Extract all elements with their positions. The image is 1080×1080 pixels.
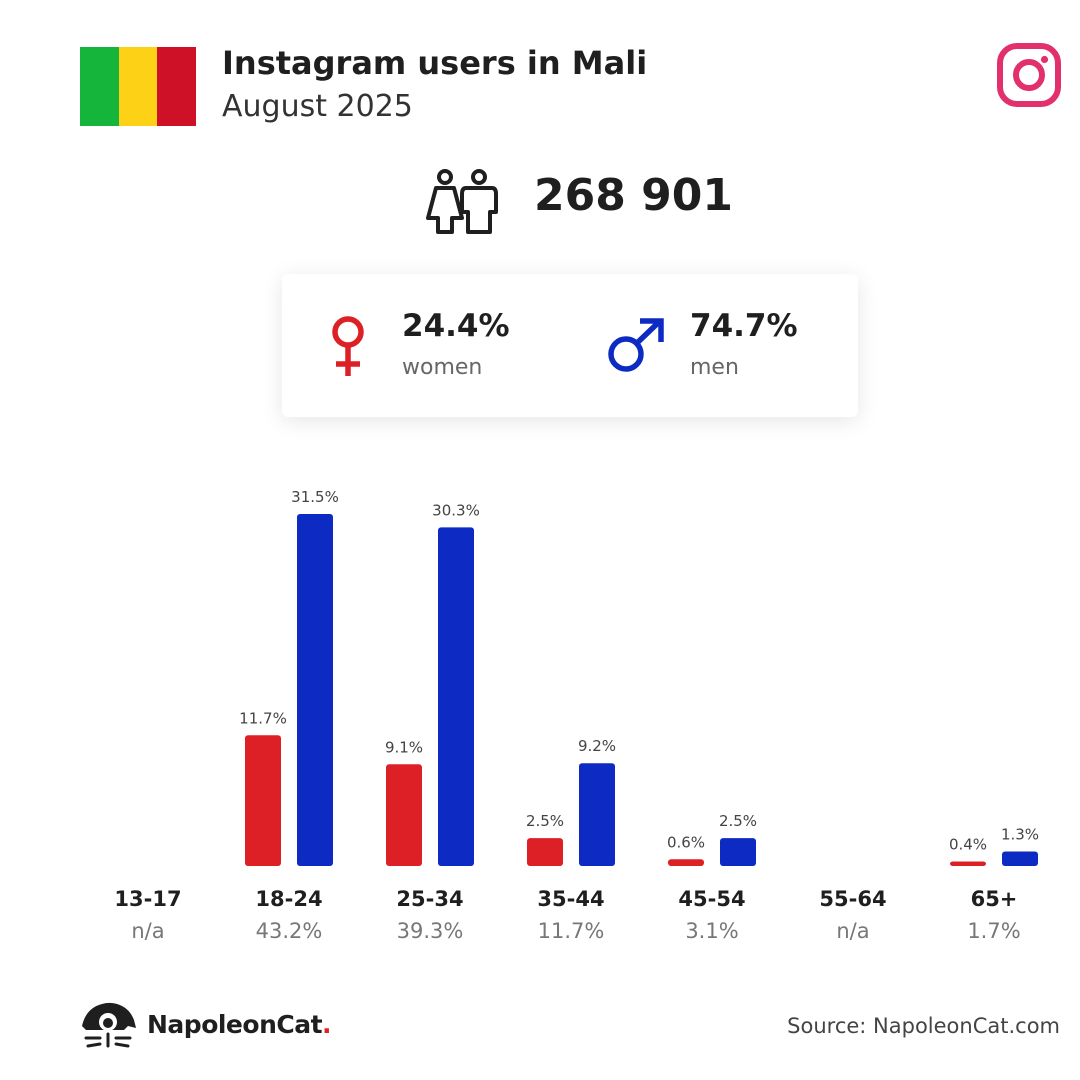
bar-label-women-25-34: 9.1% — [385, 738, 423, 756]
page-subtitle: August 2025 — [222, 89, 413, 124]
bar-women-25-34 — [386, 764, 422, 866]
women-percentage: 24.4% — [402, 308, 510, 344]
bar-men-45-54 — [720, 838, 756, 866]
bar-men-25-34 — [438, 527, 474, 866]
age-group-label-55-64: 55-64 — [819, 887, 886, 911]
age-group-total-55-64: n/a — [836, 919, 869, 943]
gender-card — [282, 274, 858, 417]
bar-women-18-24 — [245, 735, 281, 866]
bar-women-65+ — [950, 861, 986, 866]
people-icon — [426, 169, 498, 234]
bar-women-35-44 — [527, 838, 563, 866]
age-group-label-45-54: 45-54 — [678, 887, 745, 911]
bar-label-women-45-54: 0.6% — [667, 833, 705, 851]
bar-men-65+ — [1002, 851, 1038, 866]
men-percentage: 74.7% — [690, 308, 798, 344]
male-symbol-icon — [608, 318, 664, 372]
flag-stripe-red — [157, 47, 197, 126]
women-label: women — [402, 355, 483, 380]
age-gender-bar-chart: 13-17 n/a 11.7% 31.5% 18-24 43.2% 9.1% 30.3% 25-… — [114, 488, 1039, 943]
bar-label-men-45-54: 2.5% — [719, 812, 757, 830]
bar-label-women-18-24: 11.7% — [239, 709, 287, 727]
source-text: Source: NapoleonCat.com — [787, 1014, 1060, 1038]
age-group-label-25-34: 25-34 — [396, 887, 463, 911]
bar-label-men-25-34: 30.3% — [432, 501, 480, 519]
bar-men-35-44 — [579, 763, 615, 866]
age-group-total-13-17: n/a — [131, 919, 164, 943]
female-symbol-icon — [332, 316, 364, 376]
bar-label-women-35-44: 2.5% — [526, 812, 564, 830]
age-group-total-35-44: 11.7% — [538, 919, 605, 943]
age-group-total-25-34: 39.3% — [397, 919, 464, 943]
mali-flag — [80, 47, 197, 126]
age-group-total-45-54: 3.1% — [685, 919, 738, 943]
bar-label-women-65+: 0.4% — [949, 836, 987, 854]
age-group-total-18-24: 43.2% — [256, 919, 323, 943]
bar-label-men-18-24: 31.5% — [291, 488, 339, 506]
age-group-label-13-17: 13-17 — [114, 887, 181, 911]
napoleoncat-logo-icon — [82, 1002, 136, 1048]
age-group-label-18-24: 18-24 — [255, 887, 322, 911]
bar-label-men-35-44: 9.2% — [578, 737, 616, 755]
age-group-label-65+: 65+ — [971, 887, 1018, 911]
flag-stripe-yellow — [118, 47, 158, 126]
page-title: Instagram users in Mali — [222, 44, 648, 82]
bar-label-men-65+: 1.3% — [1001, 825, 1039, 843]
age-group-total-65+: 1.7% — [967, 919, 1020, 943]
instagram-icon — [997, 43, 1061, 107]
total-users-value: 268 901 — [534, 170, 734, 221]
bar-men-18-24 — [297, 514, 333, 866]
brand-name: NapoleonCat. — [147, 1010, 332, 1039]
age-group-label-35-44: 35-44 — [537, 887, 604, 911]
bar-women-45-54 — [668, 859, 704, 866]
men-label: men — [690, 355, 739, 380]
flag-stripe-green — [80, 47, 119, 126]
